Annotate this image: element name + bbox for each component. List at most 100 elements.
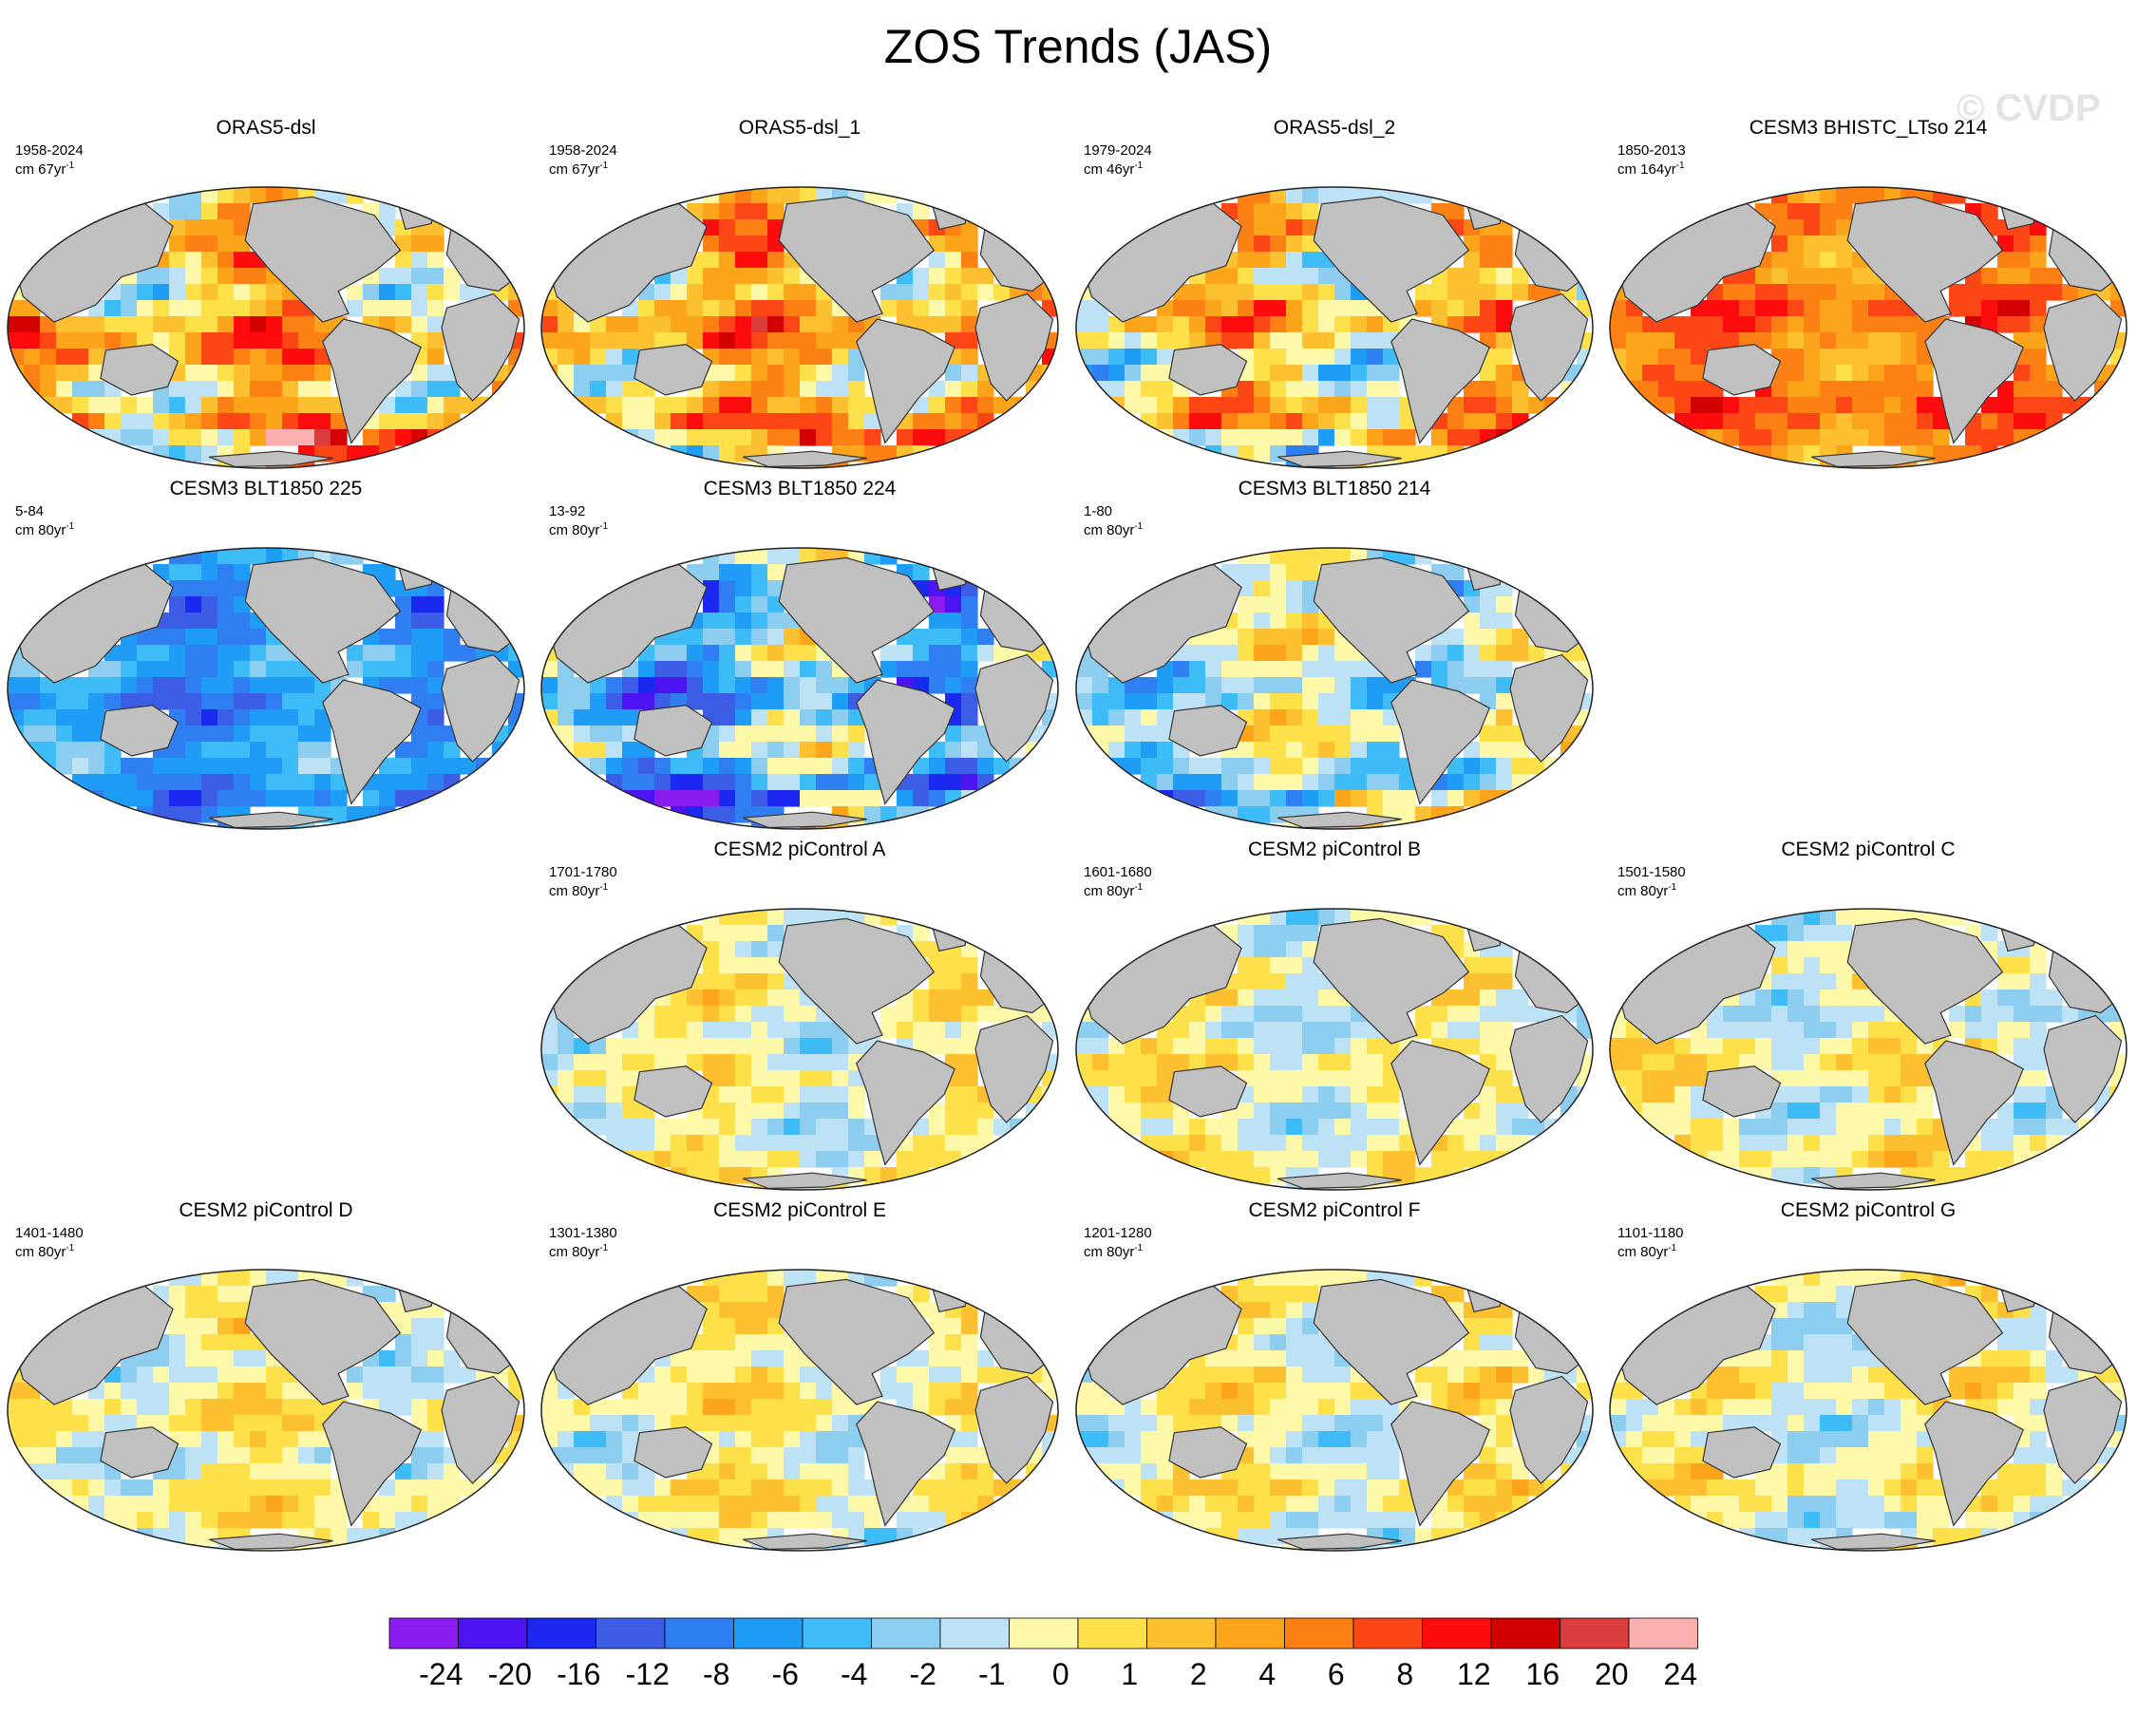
trend-cell [993,284,1011,301]
trend-cell [427,1431,444,1448]
trend-cell [703,989,720,1007]
trend-cell [1286,1350,1303,1367]
trend-cell [2094,1102,2111,1120]
trend-cell [767,349,785,366]
trend-cell [1302,925,1319,942]
trend-cell [1157,1479,1174,1497]
trend-cell [816,1086,833,1103]
trend-cell [137,397,154,414]
trend-cell [1318,629,1335,646]
trend-cell [1238,1151,1255,1168]
trend-cell [1755,1496,1772,1513]
trend-cell [1820,957,1837,974]
trend-cell [767,1334,785,1351]
trend-cell [622,1415,639,1432]
trend-cell [703,397,720,414]
trend-cell [654,413,671,430]
panel-units-text: cm 67yr [549,161,600,178]
trend-cell [24,1399,41,1416]
trend-cell [1334,661,1352,678]
trend-cell [314,774,331,791]
map-plot [7,186,525,469]
trend-cell [1496,1318,1513,1335]
trend-cell [2014,268,2031,285]
trend-cell [751,1366,768,1384]
trend-cell [1157,758,1174,775]
trend-cell [185,548,202,565]
trend-cell [282,332,299,349]
trend-cell [1238,1286,1255,1303]
colorbar-swatch [664,1617,734,1649]
trend-cell [735,1366,752,1384]
trend-cell [816,1383,833,1400]
trend-cell [427,677,444,694]
trend-cell [1221,1479,1239,1497]
trend-cell [1771,1151,1788,1168]
trend-cell [719,677,736,694]
trend-cell [427,661,444,678]
trend-cell [121,1383,138,1400]
trend-cell [88,742,105,759]
trend-cell [638,300,655,317]
trend-cell [1674,1431,1692,1448]
land-namerica [244,1278,402,1405]
trend-cell [1464,1334,1481,1351]
trend-cell [735,612,752,630]
trend-cell [1820,925,1837,942]
trend-cell [1125,1054,1142,1071]
trend-cell [2014,973,2031,990]
trend-cell [1270,429,1287,446]
trend-cell [1254,1270,1271,1287]
trend-cell [945,381,962,398]
trend-cell [379,284,396,301]
panel-units-text: cm 80yr [15,1244,66,1260]
trend-cell [121,645,138,662]
trend-cell [2030,1431,2047,1448]
trend-cell [1447,1512,1465,1529]
trend-cell [977,268,994,285]
trend-cell [784,742,801,759]
trend-cell [848,1479,865,1497]
trend-cell [2014,1496,2031,1513]
trend-cell [945,596,962,613]
trend-cell [1804,1415,1821,1432]
trend-cell [2078,1119,2095,1136]
trend-cell [800,1366,817,1384]
trend-cell [1691,1135,1708,1152]
trend-cell [638,332,655,349]
trend-cell [654,284,671,301]
trend-cell [961,1119,978,1136]
trend-cell [735,1512,752,1529]
trend-cell [1125,1447,1142,1464]
trend-cell [2046,268,2063,285]
trend-cell [1157,316,1174,333]
trend-cell [185,1399,202,1416]
trend-cell [1351,300,1368,317]
trend-cell [848,1463,865,1480]
trend-cell [1965,429,1982,446]
trend-cell [185,677,202,694]
trend-cell [266,677,283,694]
land-antarctica [1277,450,1402,468]
trend-cell [1221,1135,1239,1152]
colorbar-label: 1 [1121,1657,1138,1691]
trend-cell [1351,1135,1368,1152]
trend-cell [1318,1006,1335,1023]
trend-cell [104,677,122,694]
trend-cell [638,1415,655,1432]
trend-cell [671,1512,688,1529]
trend-cell [234,1270,251,1287]
trend-cell [1334,1054,1352,1071]
trend-cell [492,1463,509,1480]
trend-cell [169,1479,186,1497]
trend-cell [558,1054,575,1071]
trend-cell [1901,332,1918,349]
trend-cell [1334,1496,1352,1513]
trend-cell [751,1119,768,1136]
trend-cell [1205,1350,1222,1367]
trend-cell [864,429,881,446]
trend-cell [703,1383,720,1400]
trend-cell [201,580,218,597]
trend-cell [2014,236,2031,253]
trend-cell [1691,316,1708,333]
